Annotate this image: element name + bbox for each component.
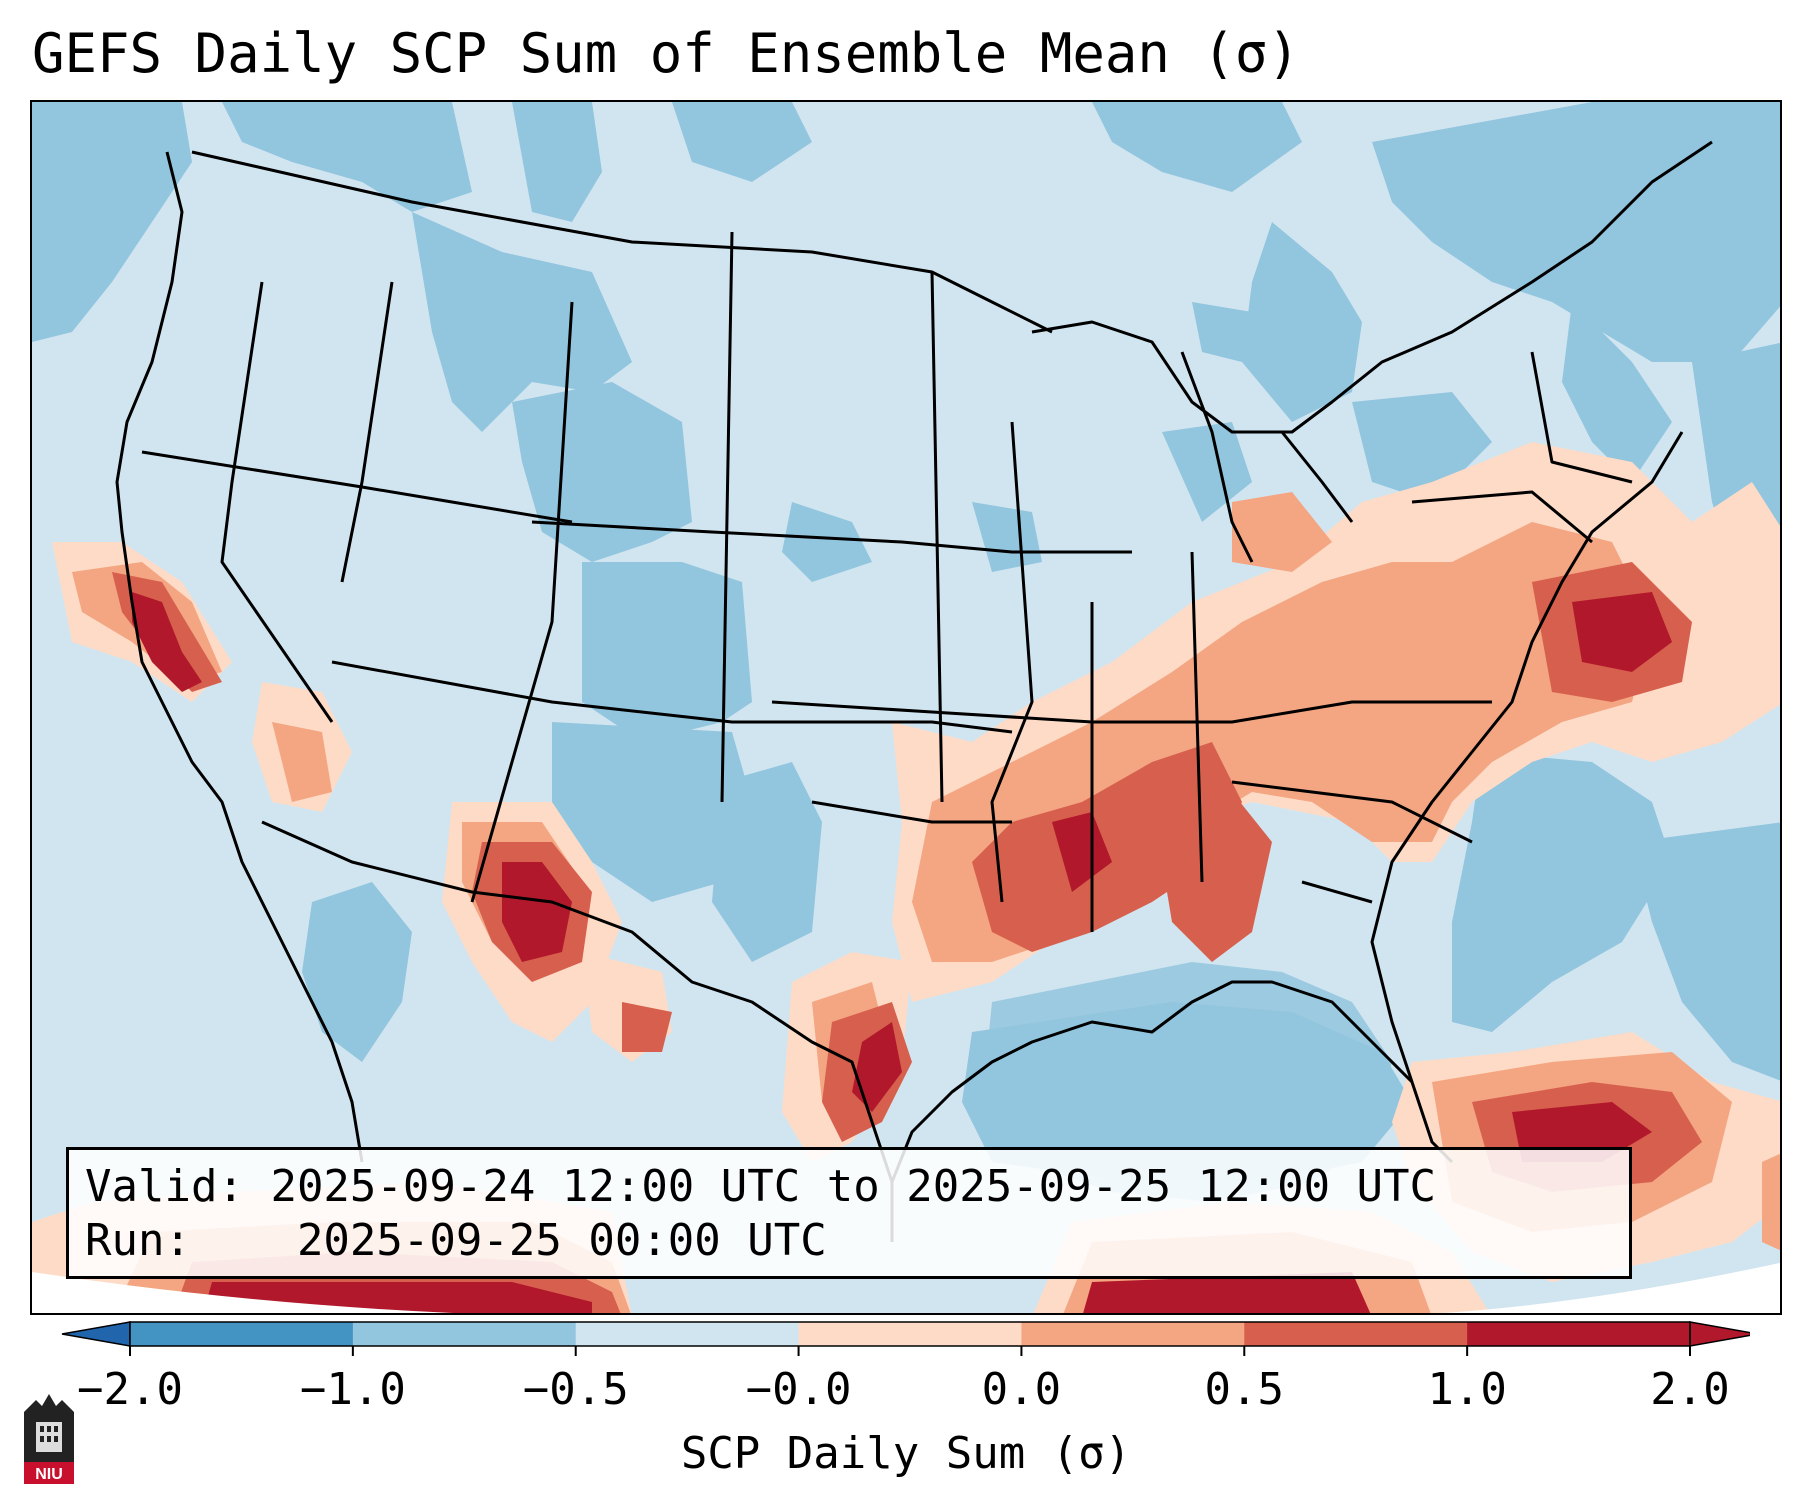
colorbar-segment-0 (130, 1322, 354, 1346)
atlantic-coastline (1370, 431, 1684, 1164)
colorbar-tick-label: 2.0 (1650, 1364, 1730, 1415)
mexico-border (261, 820, 894, 1183)
colorbar-tick-label: −2.0 (77, 1364, 183, 1415)
borders (115, 140, 1713, 1242)
canada-border (191, 150, 1053, 334)
map-panel[interactable] (30, 100, 1782, 1315)
run-line: Run: 2025-09-25 00:00 UTC (85, 1214, 1629, 1268)
colorbar-segment-3 (798, 1322, 1022, 1346)
gulf-coastline (890, 980, 1414, 1242)
run-value: 2025-09-25 00:00 UTC (296, 1215, 827, 1266)
colorbar-outline (129, 1321, 1691, 1347)
water-tint (982, 962, 1392, 1202)
valid-value: 2025-09-24 12:00 UTC to 2025-09-25 12:00… (270, 1161, 1437, 1212)
projection-edge-right (1443, 1262, 1780, 1313)
colorbar-label: SCP Daily Sum (σ) (680, 1428, 1132, 1479)
pacific-coastline (115, 151, 364, 1163)
valid-line: Valid: 2025-09-24 12:00 UTC to 2025-09-2… (85, 1160, 1629, 1214)
great-lakes (1031, 140, 1713, 434)
logo-text: NIU (35, 1466, 63, 1483)
colorbar-tick-label: 1.0 (1427, 1364, 1507, 1415)
colorbar-extend-low (61, 1321, 131, 1347)
niu-logo-icon: NIU (24, 1394, 74, 1484)
colorbar-tick-label: −0.0 (745, 1364, 852, 1415)
colorbar-segment-6 (1467, 1322, 1691, 1346)
projection-edge-left (32, 1272, 454, 1313)
scp-map (32, 102, 1780, 1313)
colorbar-segment-1 (352, 1322, 577, 1346)
colorbar-tick-label: 0.5 (1204, 1364, 1285, 1415)
map-title: GEFS Daily SCP Sum of Ensemble Mean (σ) (32, 22, 1300, 85)
valid-label: Valid: (85, 1161, 244, 1212)
validity-info-box: Valid: 2025-09-24 12:00 UTC to 2025-09-2… (66, 1147, 1632, 1279)
run-label: Run: (85, 1215, 191, 1266)
colorbar-segment-2 (575, 1322, 800, 1346)
colorbar-extend-high (1689, 1321, 1750, 1347)
colorbar-segments (61, 1321, 1750, 1347)
colorbar-segment-5 (1244, 1322, 1468, 1346)
colorbar-tick-label: 0.0 (981, 1364, 1062, 1415)
colorbar (61, 1321, 1750, 1356)
colorbar-segment-4 (1021, 1322, 1245, 1346)
colorbar-ticks (129, 1346, 1691, 1356)
colorbar-tick-label: −0.5 (522, 1364, 629, 1415)
colorbar-tick-label: −1.0 (299, 1364, 406, 1415)
